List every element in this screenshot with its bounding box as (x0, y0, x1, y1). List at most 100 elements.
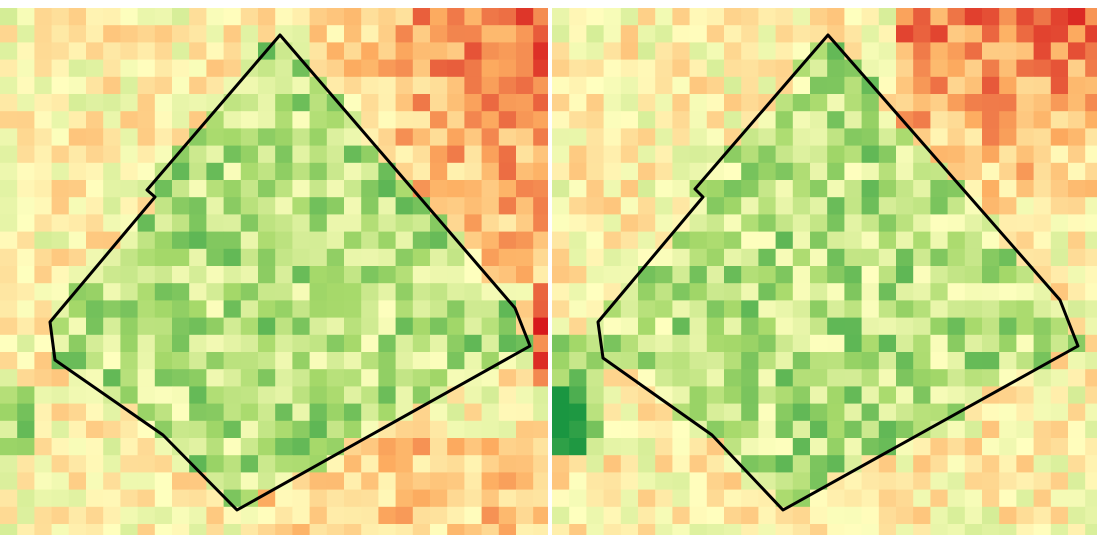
heatmap-cell (258, 111, 276, 129)
heatmap-cell (999, 352, 1017, 370)
heatmap-cell (17, 42, 35, 60)
heatmap-cell (672, 438, 690, 456)
heatmap-cell (1085, 490, 1097, 508)
heatmap-cell (224, 249, 242, 267)
heatmap-cell (120, 524, 138, 535)
heatmap-cell (1085, 25, 1097, 43)
heatmap-cell (930, 283, 948, 301)
heatmap-cell (103, 352, 121, 370)
heatmap-cell (982, 283, 1000, 301)
heatmap-cell (447, 472, 465, 490)
heatmap-cell (690, 60, 708, 78)
heatmap-cell (913, 318, 931, 336)
heatmap-cell (138, 232, 156, 250)
heatmap-cell (275, 438, 293, 456)
heatmap-cell (0, 111, 18, 129)
heatmap-cell (34, 472, 52, 490)
heatmap-cell (34, 94, 52, 112)
heatmap-cell (707, 249, 725, 267)
heatmap-cell (396, 249, 414, 267)
heatmap-cell (155, 472, 173, 490)
heatmap-cell (69, 60, 87, 78)
heatmap-cell (172, 94, 190, 112)
heatmap-cell (138, 111, 156, 129)
heatmap-cell (982, 128, 1000, 146)
heatmap-cell (879, 300, 897, 318)
heatmap-cell (604, 197, 622, 215)
heatmap-cell (604, 128, 622, 146)
heatmap-cell (948, 214, 966, 232)
heatmap-cell (827, 180, 845, 198)
heatmap-cell (17, 128, 35, 146)
heatmap-cell (482, 111, 500, 129)
heatmap-cell (896, 283, 914, 301)
heatmap-cell (913, 490, 931, 508)
heatmap-cell (1085, 128, 1097, 146)
heatmap-cell (586, 94, 604, 112)
heatmap-cell (672, 77, 690, 95)
heatmap-cell (621, 352, 639, 370)
heatmap-cell (189, 438, 207, 456)
heatmap-cell (913, 214, 931, 232)
heatmap-cell (638, 77, 656, 95)
heatmap-cell (758, 232, 776, 250)
heatmap-cell (724, 386, 742, 404)
heatmap-cell (378, 25, 396, 43)
heatmap-cell (533, 352, 548, 370)
heatmap-cell (413, 507, 431, 525)
heatmap-cell (1085, 214, 1097, 232)
heatmap-cell (552, 214, 570, 232)
heatmap-cell (241, 335, 259, 353)
heatmap-cell (0, 266, 18, 284)
heatmap-cell (672, 421, 690, 439)
heatmap-cell (569, 42, 587, 60)
heatmap-cell (741, 8, 759, 26)
heatmap-cell (1016, 490, 1034, 508)
heatmap-cell (189, 25, 207, 43)
heatmap-cell (930, 180, 948, 198)
heatmap-cell (69, 146, 87, 164)
heatmap-cell (464, 386, 482, 404)
heatmap-cell (862, 335, 880, 353)
heatmap-cell (604, 25, 622, 43)
heatmap-cell (672, 335, 690, 353)
heatmap-cell (17, 25, 35, 43)
heatmap-cell (396, 42, 414, 60)
heatmap-cell (52, 214, 70, 232)
heatmap-cell (724, 438, 742, 456)
heatmap-cell (189, 369, 207, 387)
heatmap-cell (913, 438, 931, 456)
heatmap-cell (430, 94, 448, 112)
heatmap-cell (327, 146, 345, 164)
heatmap-cell (52, 404, 70, 422)
heatmap-cell (1016, 197, 1034, 215)
heatmap-cell (707, 472, 725, 490)
heatmap-cell (896, 507, 914, 525)
heatmap-cell (482, 60, 500, 78)
heatmap-cell (172, 214, 190, 232)
heatmap-cell (948, 283, 966, 301)
heatmap-cell (464, 524, 482, 535)
heatmap-cell (0, 490, 18, 508)
heatmap-cell (844, 438, 862, 456)
heatmap-cell (672, 300, 690, 318)
heatmap-cell (879, 507, 897, 525)
heatmap-cell (0, 146, 18, 164)
heatmap-cell (533, 404, 548, 422)
heatmap-cell (776, 128, 794, 146)
heatmap-cell (569, 300, 587, 318)
heatmap-cell (655, 111, 673, 129)
heatmap-cell (172, 507, 190, 525)
heatmap-cell (1085, 111, 1097, 129)
heatmap-cell (241, 524, 259, 535)
heatmap-cell (655, 335, 673, 353)
heatmap-cell (172, 197, 190, 215)
heatmap-cell (1016, 318, 1034, 336)
heatmap-cell (569, 94, 587, 112)
heatmap-cell (621, 25, 639, 43)
heatmap-cell (655, 128, 673, 146)
heatmap-cell (982, 335, 1000, 353)
heatmap-cell (413, 352, 431, 370)
heatmap-cell (896, 421, 914, 439)
heatmap-cell (499, 507, 517, 525)
